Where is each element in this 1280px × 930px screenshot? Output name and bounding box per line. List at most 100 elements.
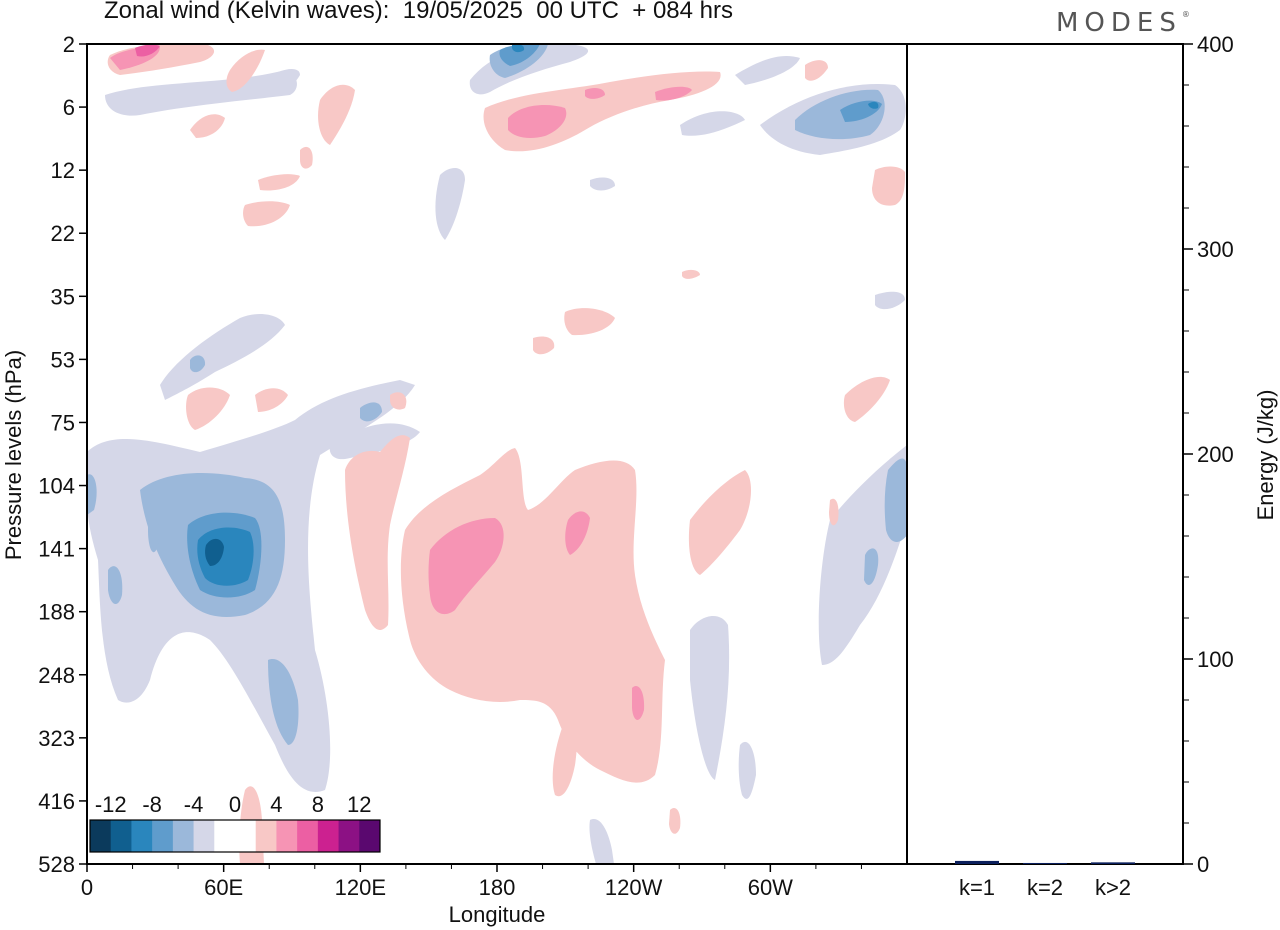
colorbar-swatch [193,820,215,852]
pos-region [682,269,700,279]
neg-region [875,291,905,310]
energy-tick-label: 400 [1197,32,1234,57]
neg-region [512,44,525,53]
x-tick-label: 60E [204,875,243,900]
neg-region [589,819,614,864]
y-tick-label: 75 [51,410,75,435]
y-tick-label: 528 [38,852,75,877]
colorbar-label: 12 [347,792,371,817]
colorbar-swatch [90,820,112,852]
pos-region [872,166,905,206]
energy-axis: 0 100 200 300 400 [1183,32,1234,877]
y-tick-label: 323 [38,726,75,751]
y-tick-label: 188 [38,600,75,625]
neg-region [435,168,465,240]
neg-region [190,355,206,373]
energy-category-label: k>2 [1095,875,1131,900]
energy-tick-label: 0 [1197,852,1209,877]
y-axis-label: Pressure levels (hPa) [1,350,26,560]
neg-region [360,402,382,422]
neg-region [105,70,297,116]
pos-region [805,60,828,81]
neg-region [87,474,97,515]
colorbar-swatch [235,820,257,852]
colorbar-label: 4 [270,792,282,817]
colorbar-swatch [359,820,381,852]
energy-bar [1023,862,1067,864]
pos-region [318,84,355,145]
neg-region [329,423,420,460]
x-tick-label: 120W [605,875,663,900]
y-tick-label: 53 [51,347,75,372]
pos-region [632,686,645,720]
neg-region [148,503,159,553]
pos-region [258,174,300,191]
y-tick-label: 416 [38,789,75,814]
brand-logo: MODES® [1056,8,1190,38]
colorbar-swatch [297,820,319,852]
neg-region [738,741,756,799]
neg-region [265,68,300,97]
colorbar: -12 -8 -4 0 4 8 12 [89,792,381,853]
pos-region [508,105,567,138]
neg-region [108,566,123,605]
neg-region [160,314,285,400]
energy-plot-frame [906,43,1184,865]
x-tick-label: 180 [479,875,516,900]
neg-region [868,101,879,109]
y-tick-label: 35 [51,284,75,309]
colorbar-label: 0 [229,792,241,817]
pos-region [190,114,225,138]
neg-region [499,44,540,66]
pos-region [226,49,265,92]
y-tick-label: 2 [63,32,75,57]
neg-region [884,458,907,542]
energy-tick-label: 100 [1197,647,1234,672]
y-tick-label: 248 [38,663,75,688]
neg-region [680,111,745,136]
colorbar-swatch [131,820,153,852]
pos-region [843,376,890,422]
pos-region [345,435,410,630]
longitude-axis: 0 60E 120E 180 120W 60W [81,864,862,900]
y-tick-label: 6 [63,95,75,120]
x-tick-label: 120E [335,875,386,900]
colorbar-swatch [338,820,360,852]
chart-title: Zonal wind (Kelvin waves): 19/05/2025 00… [104,0,733,24]
colorbar-swatch [317,820,340,852]
colorbar-label: -4 [184,792,204,817]
y-tick-label: 12 [51,158,75,183]
x-tick-label: 0 [81,875,93,900]
colorbar-swatch [110,820,132,852]
energy-category-label: k=2 [1027,875,1063,900]
pos-region [300,146,313,169]
pos-region [186,387,230,430]
x-tick-label: 60W [748,875,793,900]
pos-region [688,470,752,575]
y-tick-label: 22 [51,221,75,246]
colorbar-frame [89,819,381,853]
colorbar-swatch [172,820,195,852]
energy-tick-label: 200 [1197,442,1234,467]
pos-region [428,518,504,615]
pos-region [564,308,615,336]
neg-region [268,659,299,745]
y-tick-label: 141 [38,537,75,562]
colorbar-label: -8 [142,792,162,817]
colorbar-label: -12 [95,792,127,817]
x-axis-label: Longitude [449,902,546,927]
energy-category-label: k=1 [959,875,995,900]
pos-region [390,392,407,410]
energy-bar [1091,862,1135,864]
pos-region [243,201,290,227]
pos-region [655,86,692,101]
colorbar-swatch [276,820,298,852]
colorbar-swatch [255,820,277,852]
energy-bar [955,860,999,864]
pos-region [552,719,577,797]
neg-region [590,177,615,191]
pos-region [255,388,288,412]
pos-region [565,511,590,555]
pos-region [533,336,555,355]
